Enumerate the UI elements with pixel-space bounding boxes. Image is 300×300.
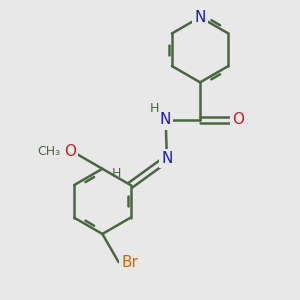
Text: O: O [232,112,244,128]
Text: N: N [194,10,206,25]
Text: H: H [112,167,122,180]
Text: O: O [64,144,76,159]
Text: Br: Br [122,255,138,270]
Text: H: H [150,101,159,115]
Text: N: N [161,151,172,166]
Text: CH₃: CH₃ [37,145,60,158]
Text: N: N [160,112,171,128]
